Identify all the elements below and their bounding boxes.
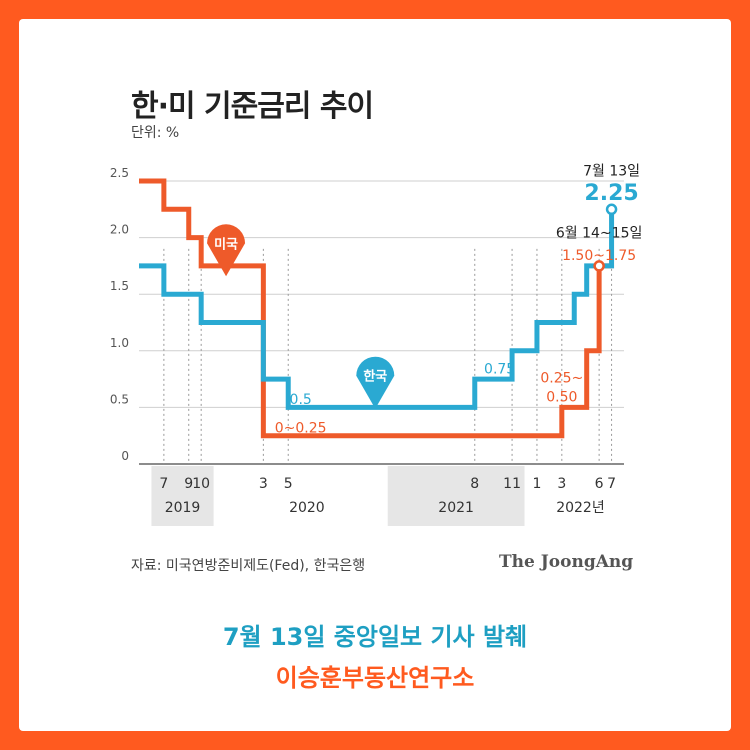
y-tick-label: 1.0 — [110, 336, 129, 350]
y-tick-label: 2.5 — [110, 166, 129, 180]
korea-marker-pin — [356, 356, 395, 409]
data-label: 0.25~ — [540, 370, 583, 386]
year-band — [387, 466, 525, 526]
marker-label: 한국 — [363, 369, 387, 385]
month-tick-label: 7 — [159, 476, 168, 492]
year-label: 2022년 — [556, 500, 605, 516]
source-note: 자료: 미국연방준비제도(Fed), 한국은행 — [131, 558, 366, 574]
y-tick-label: 0 — [121, 449, 129, 463]
month-tick-label: 9 — [184, 476, 193, 492]
y-tick-label: 0.5 — [110, 392, 129, 406]
data-label: 1.50~1.75 — [562, 248, 636, 264]
data-label: 0~0.25 — [275, 420, 327, 436]
month-tick-label: 10 — [192, 476, 210, 492]
month-tick-label: 11 — [503, 476, 521, 492]
footer-org: 이승훈부동산연구소 — [275, 664, 475, 692]
month-tick-label: 7 — [607, 476, 616, 492]
month-tick-label: 3 — [557, 476, 566, 492]
year-label: 2020 — [289, 500, 325, 516]
y-tick-label: 2.0 — [110, 223, 129, 237]
data-label: 2.25 — [584, 181, 638, 206]
chart-title: 한·미 기준금리 추이 — [131, 89, 374, 124]
marker-label: 미국 — [214, 236, 238, 252]
month-tick-label: 3 — [259, 476, 268, 492]
month-tick-label: 1 — [532, 476, 541, 492]
month-tick-label: 8 — [470, 476, 479, 492]
end-dot — [593, 260, 605, 272]
korea-rate-line — [139, 209, 615, 410]
footer-headline: 7월 13일 중앙일보 기사 발췌 — [222, 623, 528, 651]
month-tick-label: 6 — [595, 476, 604, 492]
year-label: 2019 — [165, 500, 201, 516]
data-label: 0.5 — [290, 392, 312, 408]
infographic-card: 한·미 기준금리 추이 단위: % 2019 2020 2021 2022년 0 0.5 1… — [19, 19, 731, 731]
month-tick-label: 5 — [284, 476, 293, 492]
unit-label: 단위: % — [131, 125, 180, 141]
data-label: 0.50 — [546, 390, 577, 406]
year-label: 2021 — [438, 500, 474, 516]
brand-logo: The JoongAng — [499, 552, 634, 572]
data-label: 0.75 — [484, 361, 515, 377]
data-label: 6월 14~15일 — [556, 226, 642, 242]
data-label: 7월 13일 — [583, 163, 640, 179]
end-dot — [605, 203, 618, 216]
us-marker-pin — [207, 224, 246, 277]
year-band — [151, 466, 214, 526]
y-tick-label: 1.5 — [110, 279, 129, 293]
